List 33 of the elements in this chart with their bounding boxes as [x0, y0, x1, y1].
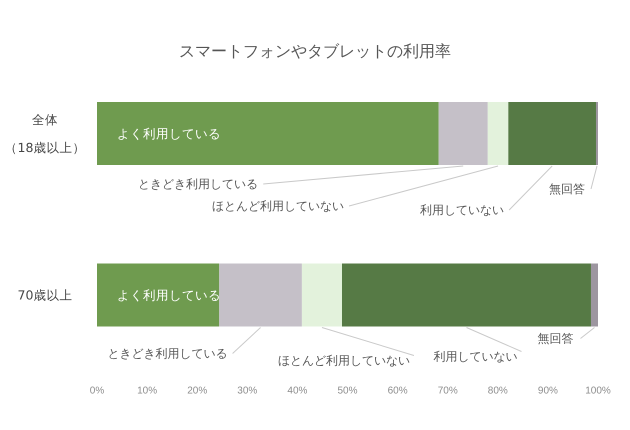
- series-label: 利用していない: [433, 350, 518, 364]
- bar: [97, 102, 439, 165]
- bar: [438, 102, 488, 165]
- x-tick-label: 80%: [488, 385, 508, 396]
- series-label: よく利用している: [117, 288, 221, 302]
- x-tick-label: 90%: [538, 385, 558, 396]
- text: よく利用している: [117, 126, 221, 141]
- text: 無回答: [549, 182, 585, 196]
- x-tick-label: 50%: [337, 385, 358, 396]
- series-label: 無回答: [537, 332, 574, 346]
- bar: [342, 264, 591, 326]
- series-label: ときどき利用している: [108, 346, 228, 360]
- text: 利用していない: [420, 203, 504, 217]
- x-tick-label: 70%: [438, 385, 458, 396]
- x-tick-label: 20%: [187, 385, 208, 396]
- bar: [508, 102, 596, 165]
- text: ときどき利用している: [138, 177, 258, 191]
- x-tick-label: 40%: [287, 385, 308, 396]
- bar: [219, 264, 302, 326]
- chart-title: スマートフォンやタブレットの利用率: [179, 42, 451, 60]
- x-tick-label: 30%: [237, 385, 258, 396]
- bar: [488, 102, 508, 165]
- x-tick-label: 60%: [388, 385, 408, 396]
- y-tick-label: 全体（18歳以上）: [4, 112, 86, 155]
- x-tick-label: 0%: [90, 385, 104, 396]
- bar: [302, 264, 342, 326]
- x-tick-label: 100%: [585, 385, 611, 396]
- text: ほとんど利用していない: [212, 199, 344, 213]
- x-tick-label: 10%: [137, 385, 158, 396]
- text: ほとんど利用していない: [278, 354, 410, 368]
- bar: [590, 264, 598, 326]
- bar: [97, 264, 220, 326]
- y-tick-label: 70歳以上: [18, 288, 72, 302]
